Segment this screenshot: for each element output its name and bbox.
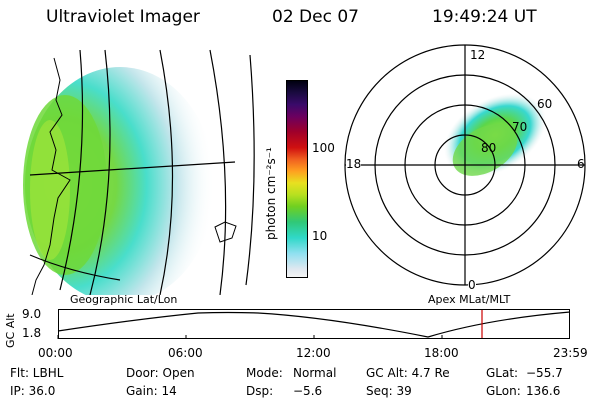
- geographic-map: [23, 49, 255, 295]
- altitude-plot: [57, 309, 571, 339]
- status-mode-label: Mode:: [246, 366, 283, 380]
- status-glon-label: GLon:: [486, 384, 521, 398]
- altitude-ytick-high: 9.0: [22, 307, 42, 321]
- altitude-xtick-2359: 23:59: [553, 346, 588, 360]
- polar-label-6: 6: [577, 157, 585, 171]
- polar-label-0: 0: [468, 278, 476, 292]
- status-glat-label: GLat:: [486, 366, 519, 380]
- status-dsp-label: Dsp:: [246, 384, 274, 398]
- colorbar-tick-10: 10: [312, 229, 328, 243]
- polar-lat-80: 80: [481, 141, 497, 155]
- colorbar-unit-label: photon cm⁻²s⁻¹: [264, 147, 278, 240]
- polar-lat-70: 70: [512, 120, 528, 134]
- status-dsp-value: −5.6: [293, 384, 323, 398]
- polar-label-12: 12: [470, 48, 486, 62]
- status-gain: Gain: 14: [126, 384, 177, 398]
- polar-lat-60: 60: [537, 97, 553, 111]
- status-ip: IP: 36.0: [10, 384, 56, 398]
- colorbar-tick-100: 100: [312, 141, 335, 155]
- instrument-title: Ultraviolet Imager: [46, 7, 200, 27]
- polar-mlt-plot: [344, 44, 586, 286]
- colorbar: [286, 80, 308, 278]
- polar-label-18: 18: [346, 157, 362, 171]
- altitude-ylabel: GC Alt: [4, 313, 17, 348]
- time-label: 19:49:24 UT: [432, 7, 537, 27]
- status-filter: Flt: LBHL: [10, 366, 64, 380]
- apex-label: Apex MLat/MLT: [428, 293, 511, 306]
- status-gc-alt: GC Alt: 4.7 Re: [366, 366, 450, 380]
- altitude-ytick-low: 1.8: [22, 326, 42, 340]
- status-glat-value: −55.7: [526, 366, 563, 380]
- geographic-label: Geographic Lat/Lon: [70, 293, 178, 306]
- status-door: Door: Open: [126, 366, 195, 380]
- altitude-xtick-1200: 12:00: [296, 346, 331, 360]
- coastline-outline: [31, 57, 71, 295]
- altitude-xtick-1800: 18:00: [424, 346, 459, 360]
- status-mode-value: Normal: [293, 366, 337, 380]
- date-label: 02 Dec 07: [272, 7, 359, 27]
- altitude-xtick-0000: 00:00: [38, 346, 73, 360]
- status-glon-value: 136.6: [526, 384, 561, 398]
- status-seq: Seq: 39: [366, 384, 412, 398]
- altitude-curve: [57, 311, 571, 338]
- altitude-xtick-0600: 06:00: [168, 346, 203, 360]
